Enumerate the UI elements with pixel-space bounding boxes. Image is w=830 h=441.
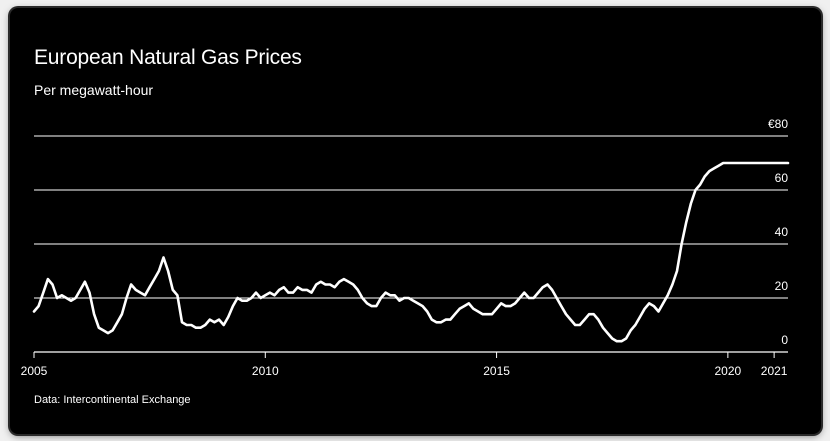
y-tick-label: €80 [768, 117, 788, 131]
chart-card: European Natural Gas Prices Per megawatt… [10, 8, 821, 434]
y-axis-labels: 0 20 40 60 €80 [768, 117, 788, 347]
y-tick-label: 20 [775, 279, 789, 293]
y-tick-label: 0 [781, 333, 788, 347]
series-layer [32, 161, 790, 343]
chart-title: European Natural Gas Prices [34, 46, 302, 69]
x-tick-label: 2015 [483, 364, 510, 378]
x-tick-label: 2005 [21, 364, 48, 378]
series-line-0 [32, 161, 790, 343]
grid-layer [34, 135, 788, 353]
x-axis: 2005 2010 2015 2020 2021 [21, 352, 788, 378]
x-tick-label: 2020 [715, 364, 742, 378]
x-tick-label: 2010 [252, 364, 279, 378]
x-tick-label: 2021 [761, 364, 788, 378]
line-chart: 0 20 40 60 €80 2005 2010 2015 2020 2021 [21, 117, 790, 378]
chart-subtitle: Per megawatt-hour [34, 82, 154, 98]
y-tick-label: 40 [775, 225, 789, 239]
y-tick-label: 60 [775, 171, 789, 185]
source-note: Data: Intercontinental Exchange [34, 394, 191, 406]
